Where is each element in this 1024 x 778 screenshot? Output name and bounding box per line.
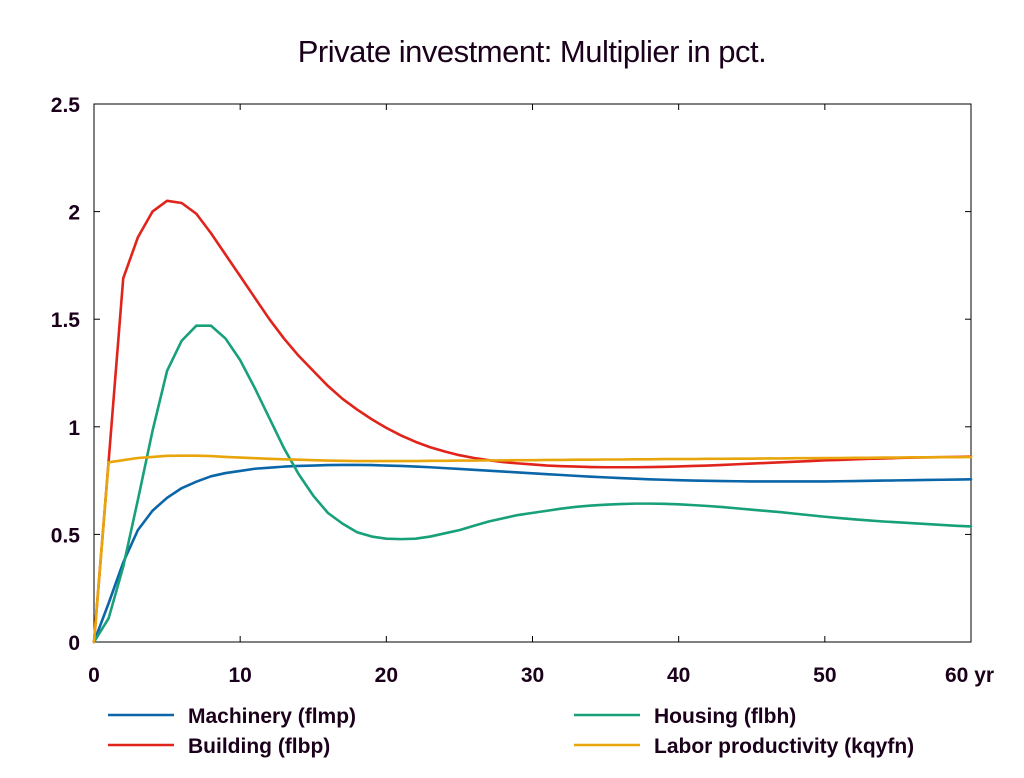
chart-title: Private investment: Multiplier in pct.	[298, 34, 767, 69]
y-tick-label: 2.5	[51, 94, 81, 117]
series-line-2	[92, 199, 973, 644]
y-tick-label: 1	[68, 417, 80, 440]
axis-tick-labels: 0 10 20 30 40 50 60 yr 0 0.5 1 1.5 2 2.5	[51, 94, 994, 687]
legend-label: Machinery (flmp)	[188, 705, 356, 728]
series-line-4	[92, 454, 973, 644]
x-tick-label: 40	[667, 664, 690, 687]
y-tick-label: 2	[68, 202, 80, 225]
legend-label: Building (flbp)	[188, 735, 330, 758]
legend: Machinery (flmp) Housing (flbh) Building (…	[108, 705, 914, 758]
series-line-1	[92, 463, 973, 644]
x-tick-label: 0	[88, 664, 100, 687]
x-tick-label: 10	[228, 664, 251, 687]
legend-label: Labor productivity (kqyfn)	[654, 735, 914, 758]
x-tick-label: 30	[521, 664, 544, 687]
y-tick-label: 1.5	[51, 309, 81, 332]
series-lines	[92, 199, 973, 644]
legend-label: Housing (flbh)	[654, 705, 796, 728]
plot-frame	[93, 103, 972, 643]
x-tick-label: 50	[813, 664, 836, 687]
series-line-3	[92, 324, 973, 644]
x-tick-label: 20	[375, 664, 398, 687]
axis-ticks	[93, 103, 972, 643]
y-tick-label: 0.5	[51, 524, 81, 547]
x-tick-label: 60 yr	[945, 664, 994, 687]
y-tick-label: 0	[68, 632, 80, 655]
